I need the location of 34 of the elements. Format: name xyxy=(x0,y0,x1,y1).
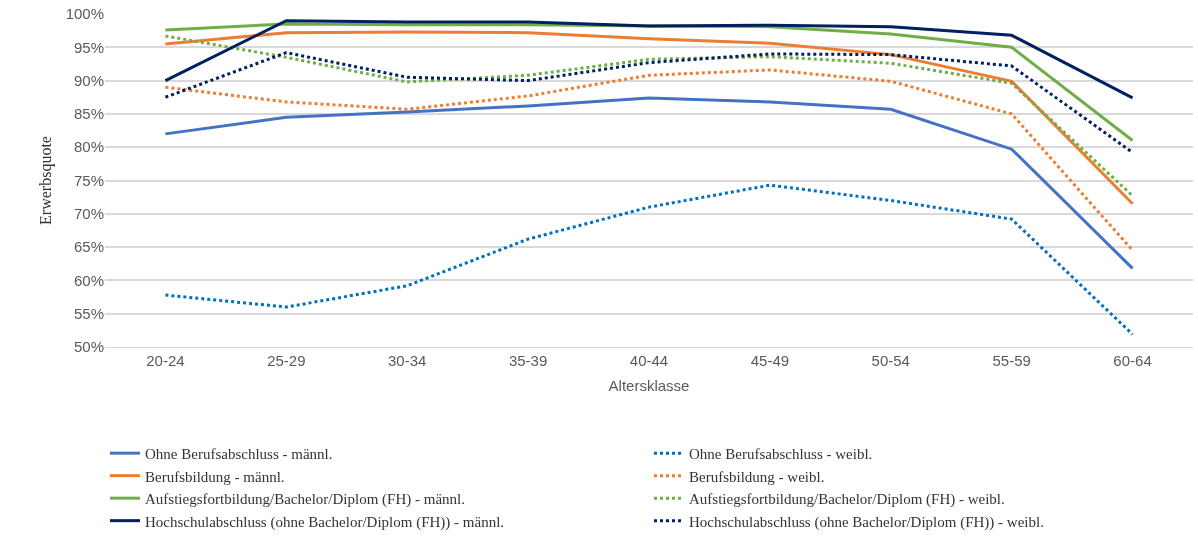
y-tick-label: 50% xyxy=(73,338,104,356)
legend-label: Aufstiegsfortbildung/Bachelor/Diplom (FH) - männl. xyxy=(145,491,465,509)
x-tick-label: 20-24 xyxy=(146,352,185,369)
x-tick-label: 25-29 xyxy=(267,352,306,369)
legend-label: Berufsbildung - weibl. xyxy=(689,468,825,485)
x-tick-label: 30-34 xyxy=(388,352,427,369)
x-tick-label: 40-44 xyxy=(629,352,669,369)
legend-label: Aufstiegsfortbildung/Bachelor/Diplom (FH) - weibl. xyxy=(689,491,1005,509)
line-series xyxy=(163,19,1135,100)
y-tick-label: 80% xyxy=(73,138,104,156)
y-tick-label: 75% xyxy=(73,171,104,189)
y-tick-label: 100% xyxy=(65,5,104,23)
y-tick-label: 95% xyxy=(73,38,104,56)
x-tick-label: 60-64 xyxy=(1113,352,1152,369)
legend-label: Ohne Berufsabschluss - weibl. xyxy=(689,446,873,463)
y-tick-label: 70% xyxy=(73,205,104,223)
y-tick-label: 55% xyxy=(73,304,104,322)
y-tick-label: 85% xyxy=(73,105,104,123)
line-series xyxy=(163,96,1135,270)
y-axis-title: Erwerbsquote xyxy=(36,136,55,225)
y-tick-label: 90% xyxy=(73,71,104,89)
x-tick-label: 55-59 xyxy=(992,352,1031,369)
legend-label: Hochschulabschluss (ohne Bachelor/Diplom (FH)) - männl. xyxy=(145,513,505,531)
legend-label: Berufsbildung - männl. xyxy=(145,468,285,485)
x-tick-label: 45-49 xyxy=(750,352,790,369)
line-series xyxy=(163,183,1135,336)
y-tick-label: 65% xyxy=(73,238,104,256)
x-tick-label: 50-54 xyxy=(871,352,910,369)
x-tick-label: 35-39 xyxy=(508,352,548,369)
line-series xyxy=(163,68,1135,252)
legend-label: Ohne Berufsabschluss - männl. xyxy=(145,446,333,463)
legend-label: Hochschulabschluss (ohne Bachelor/Diplom (FH)) - weibl. xyxy=(689,513,1044,531)
y-tick-label: 60% xyxy=(73,271,104,289)
x-axis-title: Altersklasse xyxy=(608,377,690,394)
